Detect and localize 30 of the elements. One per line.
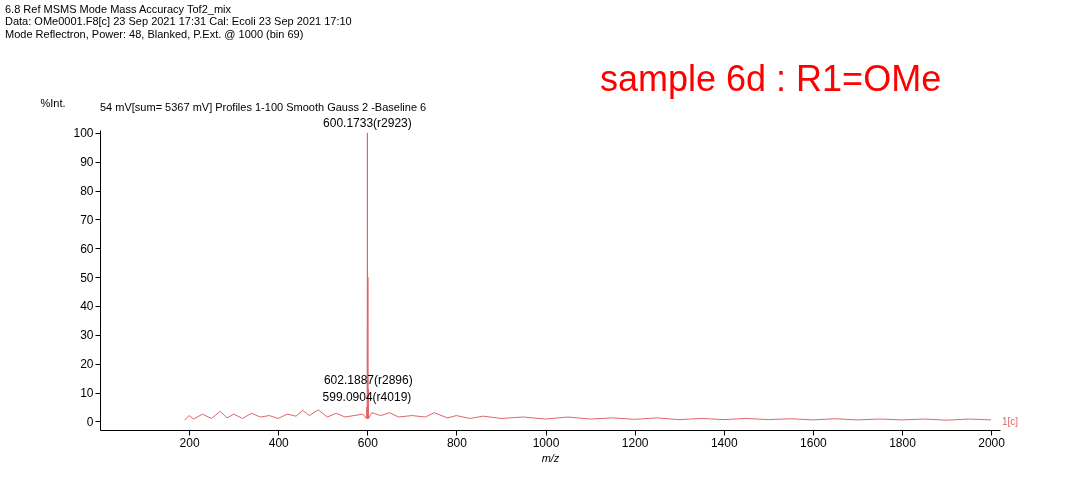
- chart-title: 6.8 Ref MSMS Mode Mass Accuracy Tof2_mix: [5, 3, 232, 15]
- chart-subtitle: Data: OMe0001.F8[c] 23 Sep 2021 17:31 Cal: Ecoli 23 Sep 2021 17:10 Mode Reflectron, Power: 48, Blanked, P.Ext. @ 1000 (bin 69): [5, 15, 352, 40]
- x-tick-label: 1000: [532, 435, 560, 450]
- y-tick-label: 0: [86, 414, 94, 429]
- x-tick-label: 1600: [800, 435, 828, 450]
- text: 1[c]: [1002, 416, 1019, 427]
- y-tick-label: 60: [80, 241, 94, 256]
- x-tick-label: 1200: [621, 435, 649, 450]
- y-tick-label: 100: [73, 126, 94, 141]
- x-tick-label: 2000: [978, 435, 1006, 450]
- y-tick-label: 80: [80, 184, 94, 199]
- x-tick-label: 1800: [889, 435, 917, 450]
- x-tick-label: 1400: [710, 435, 738, 450]
- y-tick-label: 70: [80, 212, 94, 227]
- annotation: 600.1733(r2923): [323, 115, 412, 130]
- x-tick-label: 200: [179, 435, 200, 450]
- x-axis-title: m/z: [541, 451, 560, 464]
- y-tick-label: 50: [80, 270, 94, 285]
- text: 54 mV[sum= 5367 mV] Profiles 1-100 Smooth Gauss 2 -Baseline 6: [100, 101, 427, 113]
- line-series: [184, 132, 992, 421]
- y-tick-label: 10: [80, 386, 94, 400]
- x-tick-label: 800: [446, 435, 468, 450]
- y-axis-title: %Int.: [40, 96, 66, 109]
- text: sample 6d : R1=OMe: [600, 58, 942, 99]
- y-tick-label: 20: [80, 357, 94, 372]
- y-tick-label: 90: [80, 155, 94, 170]
- x-tick-label: 400: [268, 435, 290, 450]
- y-tick-label: 30: [80, 328, 94, 343]
- x-tick-label: 600: [357, 435, 379, 450]
- y-tick-label: 40: [80, 299, 94, 314]
